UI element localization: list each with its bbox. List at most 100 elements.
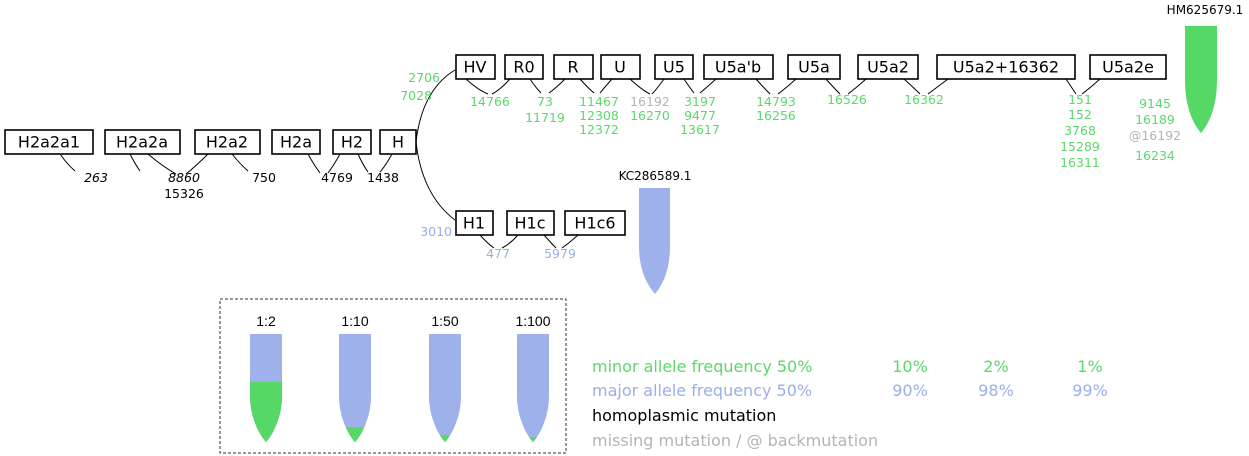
connector <box>543 234 557 249</box>
mutation-label: 8860 <box>168 170 200 185</box>
u-branch: HV R0 R U U5 U5a'b U5a U5a2 U5a2+16362 U… <box>455 54 1181 170</box>
node-h2a2a1: H2a2a1 <box>18 133 80 152</box>
connector <box>379 153 393 173</box>
connector <box>1065 78 1077 95</box>
mutation-label: 151 <box>1068 92 1092 107</box>
frequency-legend: minor allele frequency 50% 10% 2% 1% maj… <box>592 357 1108 450</box>
connector <box>129 153 141 172</box>
dilution-ratio-label: 1:10 <box>341 313 368 329</box>
node-h1: H1 <box>463 214 485 233</box>
node-u5a2: U5a2 <box>867 58 909 77</box>
mutation-label: 12308 <box>579 108 619 123</box>
node-u5a: U5a <box>798 58 830 77</box>
mutation-label: 11467 <box>579 94 619 109</box>
connector <box>561 234 579 249</box>
dilution-ratio-label: 1:100 <box>515 313 550 329</box>
connector <box>327 153 341 174</box>
mutation-label: 9145 <box>1139 96 1171 111</box>
mutation-label: 12372 <box>579 122 619 137</box>
node-h2a2: H2a2 <box>206 133 248 152</box>
connector <box>357 153 369 173</box>
connector <box>755 78 771 95</box>
connector <box>147 153 177 175</box>
legend-tube-major <box>517 334 549 442</box>
mutation-label: 16256 <box>756 108 796 123</box>
sample-label-top: HM625679.1 <box>1167 3 1244 17</box>
node-u5: U5 <box>663 58 685 77</box>
major-value: 99% <box>1072 381 1108 400</box>
mutation-label: 3197 <box>684 94 716 109</box>
homoplasmic-label: homoplasmic mutation <box>592 406 776 425</box>
legend-tube-major <box>339 334 371 442</box>
node-r0: R0 <box>513 58 534 77</box>
branch-to-h1 <box>415 141 456 221</box>
mutation-label: 3768 <box>1064 123 1096 138</box>
mutation-label: 73 <box>537 94 553 109</box>
major-value: 90% <box>892 381 928 400</box>
node-h2a: H2a <box>280 133 312 152</box>
connector <box>699 78 717 94</box>
node-u5a2-16362: U5a2+16362 <box>953 58 1059 77</box>
mutation-label: 7028 <box>400 88 432 103</box>
mutation-label: 750 <box>252 170 276 185</box>
major-value: 98% <box>978 381 1014 400</box>
connector <box>651 78 665 95</box>
mutation-label: 16526 <box>827 92 867 107</box>
node-h2a2a: H2a2a <box>116 133 168 152</box>
mutation-label: 16189 <box>1135 112 1175 127</box>
legend-tube-minor <box>429 435 461 442</box>
mutation-label: 263 <box>84 170 108 185</box>
connector <box>59 153 76 172</box>
connector <box>683 78 695 94</box>
connector <box>579 78 595 94</box>
h1-branch: H1 H1c H1c6 477 5979 <box>455 210 626 261</box>
mutation-label: 14766 <box>470 94 510 109</box>
missing-mutation-legend: missing mutation / @ backmutation <box>592 431 878 450</box>
legend-tube-minor <box>517 437 549 442</box>
mutation-label: 15289 <box>1060 139 1100 154</box>
node-hv: HV <box>464 58 487 77</box>
mutation-label: 15326 <box>164 186 204 201</box>
node-h: H <box>392 133 404 152</box>
connector <box>501 234 519 249</box>
mutation-label: 11719 <box>525 110 565 125</box>
connector <box>599 78 613 94</box>
legend-tube-minor <box>250 382 282 442</box>
mutation-label: 477 <box>486 246 510 261</box>
mutation-label: 9477 <box>684 108 716 123</box>
mutation-label: 16234 <box>1135 148 1175 163</box>
minor-allele-label: minor allele frequency 50% <box>592 357 812 376</box>
node-u5ab: U5a'b <box>715 58 761 77</box>
dilution-ratio-label: 1:50 <box>431 313 458 329</box>
legend-border <box>219 298 567 454</box>
node-u: U <box>614 58 626 77</box>
h-lineage: H2a2a1 H2a2a H2a2 H2a H2 H 263 8860 1532… <box>4 129 417 201</box>
connector <box>1081 78 1101 95</box>
mutation-label: 3010 <box>420 224 452 239</box>
dilution-ratio-label: 1:2 <box>256 313 276 329</box>
mutation-label: 16270 <box>630 108 670 123</box>
connector <box>529 78 542 94</box>
connector <box>548 78 566 94</box>
mutation-label: 16362 <box>904 92 944 107</box>
mutation-label: 152 <box>1068 107 1092 122</box>
mutation-label: 5979 <box>544 246 576 261</box>
minor-value: 2% <box>983 357 1008 376</box>
mutation-label: 14793 <box>756 94 796 109</box>
connector <box>777 78 797 95</box>
minor-value: 10% <box>892 357 928 376</box>
sample-label-bottom: KC286589.1 <box>619 169 692 183</box>
mutation-label: 2706 <box>408 70 440 85</box>
node-h2: H2 <box>341 133 363 152</box>
node-u5a2e: U5a2e <box>1102 58 1154 77</box>
connector <box>185 153 209 175</box>
legend-tube-major <box>429 334 461 442</box>
connector <box>307 153 321 174</box>
missing-mutation-label: 16192 <box>630 94 670 109</box>
sample-tube-bottom <box>639 188 670 294</box>
connector <box>491 78 511 95</box>
connector <box>479 234 495 249</box>
backmutation-label: @16192 <box>1129 128 1181 143</box>
branch-to-hv <box>415 69 456 143</box>
